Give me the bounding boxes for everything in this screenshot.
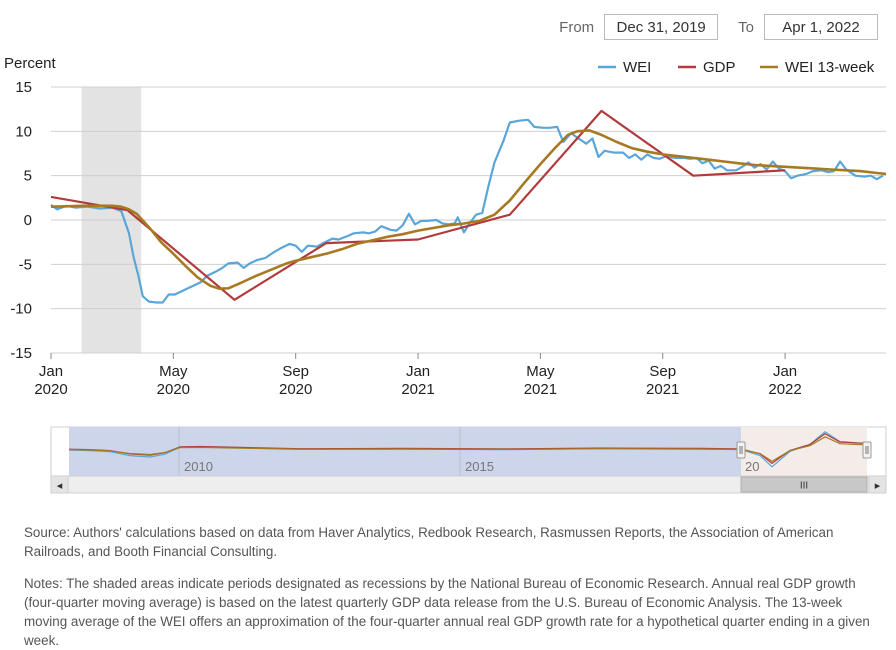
x-tick-label-year: 2021: [646, 381, 679, 398]
navigator-mask: [69, 427, 741, 476]
x-tick-label-month: Sep: [649, 363, 676, 380]
x-tick-label-month: Jan: [773, 363, 797, 380]
scroll-right-button[interactable]: [868, 475, 887, 494]
x-tick-label-year: 2022: [768, 381, 801, 398]
y-tick-label: 0: [24, 212, 32, 229]
chevron-right-icon: ▸: [875, 480, 881, 492]
navigator-year-label: 2015: [465, 459, 494, 474]
legend-label: GDP: [703, 59, 736, 76]
y-tick-label: 15: [15, 79, 32, 96]
from-date-input[interactable]: [604, 14, 719, 40]
date-range-selector: From To: [559, 14, 878, 40]
series-line-wei-13-week: [50, 129, 887, 290]
x-tick-label-month: Jan: [406, 363, 430, 380]
series-line-gdp: [50, 109, 786, 301]
wei-line-chart: 151050-5-10-15PercentJan2020May2020Sep20…: [4, 55, 887, 494]
navigator-year-label: 20: [745, 459, 759, 474]
to-label: To: [738, 18, 754, 36]
chevron-left-icon: ◂: [57, 480, 63, 492]
source-note: Source: Authors' calculations based on d…: [24, 525, 834, 559]
chart-legend: WEI GDP WEI 13-week: [598, 59, 875, 76]
range-navigator[interactable]: 2010 2015 20 ◂ ▸ III: [50, 426, 887, 494]
y-tick-label: 5: [24, 168, 32, 185]
x-tick-label-month: May: [159, 363, 188, 380]
to-date-input[interactable]: [764, 14, 878, 40]
notes-text: Notes: The shaded areas indicate periods…: [24, 576, 870, 648]
x-tick-label-year: 2020: [279, 381, 312, 398]
navigator-series-wei-13-week: [68, 436, 866, 463]
x-tick-label-year: 2021: [401, 381, 434, 398]
y-tick-label: -10: [10, 301, 32, 318]
scroll-left-button[interactable]: [50, 475, 69, 494]
legend-label: WEI: [623, 59, 651, 76]
x-tick-label-year: 2020: [34, 381, 67, 398]
series-line-wei: [50, 118, 884, 304]
legend-label: WEI 13-week: [785, 59, 875, 76]
x-tick-label-month: Jan: [39, 363, 63, 380]
scrollbar-thumb[interactable]: [740, 476, 868, 493]
y-axis-label: Percent: [4, 55, 57, 72]
from-label: From: [559, 18, 595, 36]
y-tick-label: -15: [10, 345, 32, 362]
y-tick-label: -5: [19, 256, 32, 273]
y-tick-label: 10: [15, 123, 32, 140]
scrollbar-grip-icon: III: [800, 481, 808, 492]
plot-area: 151050-5-10-15PercentJan2020May2020Sep20…: [4, 55, 887, 398]
x-tick-label-year: 2021: [524, 381, 557, 398]
x-tick-label-month: May: [526, 363, 555, 380]
navigator-right-handle[interactable]: [862, 441, 872, 459]
navigator-left-handle[interactable]: [736, 441, 746, 459]
x-tick-label-month: Sep: [282, 363, 309, 380]
navigator-year-label: 2010: [184, 459, 213, 474]
x-tick-label-year: 2020: [157, 381, 190, 398]
navigator-selected-range[interactable]: [741, 427, 867, 476]
